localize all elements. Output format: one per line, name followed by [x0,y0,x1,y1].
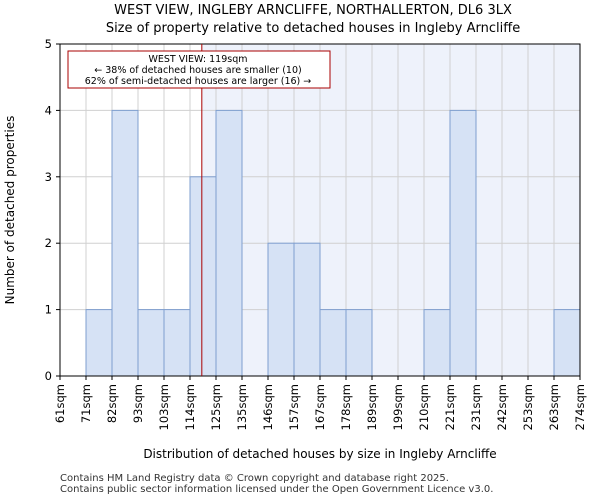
x-tick-label: 253sqm [521,384,535,430]
footer-line-2: Contains public sector information licen… [60,484,494,495]
x-tick-label: 103sqm [157,384,171,430]
y-tick-label: 4 [45,103,52,117]
annotation-box-frame [67,50,331,89]
annotation-line-3: 62% of semi-detached houses are larger (… [85,76,312,87]
annotation-box: WEST VIEW: 119sqm ← 38% of detached hous… [67,50,331,89]
x-tick-label: 82sqm [105,384,119,423]
annotation-line-1: WEST VIEW: 119sqm [149,54,248,65]
x-tick-label: 178sqm [339,384,353,430]
bar [449,109,477,377]
footer-line-1: Contains HM Land Registry data © Crown c… [60,473,449,484]
x-axis-label: Distribution of detached houses by size … [143,447,496,461]
x-tick-label: 93sqm [131,384,145,423]
y-axis-label: Number of detached properties [3,116,17,305]
x-axis-ticks: 61sqm 71sqm 82sqm 93sqm 103sqm 114sqm 125sqm 13… [53,376,587,430]
x-tick-label: 157sqm [287,384,301,430]
y-tick-label: 2 [45,236,52,250]
x-tick-label: 189sqm [365,384,379,430]
x-tick-label: 199sqm [391,384,405,430]
bar [267,242,295,377]
x-tick-label: 210sqm [417,384,431,430]
chart-title-line-2: Size of property relative to detached ho… [106,21,520,36]
bar [345,309,373,377]
bar [553,309,581,377]
y-tick-label: 0 [45,369,52,383]
bar [189,176,217,377]
x-tick-label: 221sqm [443,384,457,430]
x-tick-label: 71sqm [79,384,93,423]
x-tick-label: 263sqm [547,384,561,430]
x-tick-label: 231sqm [469,384,483,430]
y-tick-label: 1 [45,303,52,317]
bar [215,109,243,377]
x-tick-label: 61sqm [53,384,67,423]
y-tick-label: 5 [45,37,52,51]
x-tick-label: 135sqm [235,384,249,430]
bar [319,309,347,377]
bar [85,309,113,377]
y-axis-ticks: 0 1 2 3 4 5 [45,37,60,383]
x-tick-label: 242sqm [495,384,509,430]
y-tick-label: 3 [45,170,52,184]
x-tick-label: 146sqm [261,384,275,430]
bar [293,242,321,377]
x-tick-label: 274sqm [573,384,587,430]
x-tick-label: 167sqm [313,384,327,430]
bar [137,309,165,377]
bar [423,309,451,377]
bar [111,109,139,377]
x-tick-label: 114sqm [183,384,197,430]
annotation-line-2: ← 38% of detached houses are smaller (10… [94,65,301,76]
x-tick-label: 125sqm [209,384,223,430]
larger-region-background [201,44,580,376]
bars [85,109,581,377]
bar [163,309,191,377]
chart-title-line-1: WEST VIEW, INGLEBY ARNCLIFFE, NORTHALLER… [114,3,512,18]
